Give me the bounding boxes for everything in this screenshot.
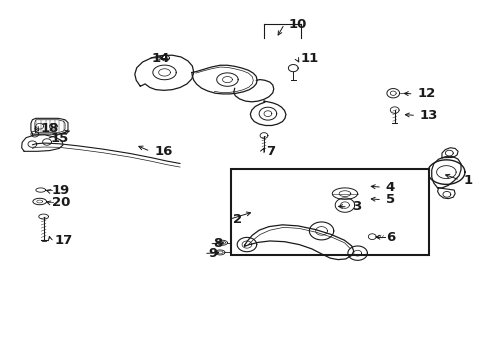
Text: 17: 17 (54, 234, 72, 247)
Text: 19: 19 (52, 184, 70, 197)
Text: 3: 3 (351, 201, 360, 213)
Polygon shape (332, 188, 357, 199)
Text: 7: 7 (266, 145, 275, 158)
Text: 13: 13 (419, 109, 438, 122)
Text: 14: 14 (152, 51, 170, 64)
Text: 10: 10 (288, 18, 306, 31)
Text: 18: 18 (41, 122, 59, 135)
Text: 11: 11 (300, 51, 318, 64)
Text: 5: 5 (385, 193, 394, 206)
Text: 2: 2 (232, 213, 242, 226)
Text: 8: 8 (213, 237, 222, 250)
Text: 9: 9 (207, 247, 217, 260)
Text: 16: 16 (154, 145, 172, 158)
Text: 4: 4 (385, 181, 394, 194)
Text: 1: 1 (463, 174, 472, 186)
Text: 20: 20 (52, 196, 70, 209)
Bar (230, 169, 428, 255)
Text: 12: 12 (417, 87, 435, 100)
Text: 6: 6 (385, 231, 394, 244)
Text: 15: 15 (50, 132, 68, 145)
